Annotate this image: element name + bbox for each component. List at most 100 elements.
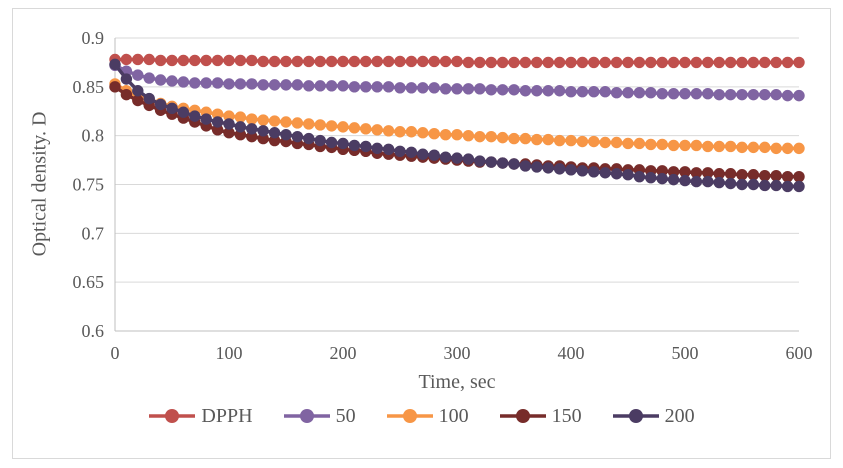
data-point — [417, 148, 429, 160]
data-point — [793, 170, 805, 183]
data-point — [405, 146, 418, 158]
data-point — [257, 114, 269, 126]
data-point — [599, 167, 611, 179]
data-point — [246, 54, 258, 67]
data-point — [451, 83, 463, 95]
legend-label: DPPH — [201, 405, 253, 427]
data-point — [325, 55, 338, 68]
data-point — [405, 55, 418, 68]
data-point — [474, 83, 486, 95]
data-point — [599, 56, 611, 69]
data-point — [519, 85, 532, 97]
data-point — [371, 81, 383, 93]
legend-label: 200 — [664, 405, 695, 427]
data-point — [132, 94, 144, 107]
data-point — [736, 141, 748, 154]
data-point — [474, 130, 486, 143]
y-tick-label: 0.85 — [73, 77, 105, 97]
data-point — [439, 55, 452, 68]
data-point — [713, 168, 725, 180]
data-point — [189, 110, 201, 122]
data-point — [348, 122, 361, 134]
data-point — [428, 55, 440, 68]
data-point — [428, 128, 440, 140]
data-point — [531, 85, 543, 97]
x-tick-label: 600 — [786, 343, 813, 363]
data-point — [656, 138, 668, 151]
data-point — [439, 83, 452, 95]
data-point — [200, 113, 212, 125]
data-point — [622, 169, 634, 181]
data-point — [553, 134, 566, 147]
data-point — [679, 87, 691, 100]
data-point — [759, 170, 771, 182]
data-point — [599, 86, 611, 98]
data-point — [120, 53, 133, 66]
data-point — [348, 55, 361, 68]
data-point — [702, 167, 714, 179]
data-point — [519, 56, 532, 69]
data-point — [257, 55, 269, 68]
data-point — [781, 142, 794, 155]
data-point — [417, 127, 429, 139]
x-tick-label: 400 — [558, 343, 585, 363]
data-point — [371, 124, 383, 136]
data-point — [724, 168, 737, 180]
data-point — [166, 54, 178, 67]
data-point — [234, 78, 247, 90]
data-point — [223, 118, 235, 130]
x-tick-label: 100 — [216, 343, 243, 363]
data-point — [405, 82, 418, 94]
data-point — [759, 141, 771, 154]
data-point — [793, 89, 805, 102]
data-point — [257, 125, 269, 137]
legend-item-50: 50 — [283, 406, 356, 426]
data-point — [667, 56, 680, 69]
data-point — [223, 127, 235, 139]
data-point — [382, 143, 395, 156]
data-point — [656, 87, 668, 100]
data-point — [348, 139, 361, 152]
data-point — [325, 120, 338, 132]
data-point — [360, 55, 372, 68]
x-tick-label: 200 — [330, 343, 357, 363]
x-axis-title: Time, sec — [418, 371, 496, 393]
legend-marker-icon — [612, 409, 659, 423]
data-point — [747, 169, 760, 181]
data-point — [588, 56, 600, 69]
data-point — [656, 172, 668, 185]
data-point — [770, 88, 782, 101]
data-point — [770, 179, 782, 192]
data-point — [553, 56, 566, 69]
data-point — [223, 54, 235, 67]
data-point — [531, 56, 543, 69]
data-point — [724, 177, 737, 190]
data-point — [132, 53, 144, 66]
data-point — [474, 155, 486, 167]
data-point — [462, 129, 475, 142]
data-point — [553, 85, 566, 97]
data-point — [781, 170, 794, 183]
y-axis-title: Optical density. D — [28, 111, 51, 257]
legend-label: 50 — [335, 405, 356, 427]
data-point — [542, 133, 554, 146]
data-point — [417, 55, 429, 68]
data-point — [451, 128, 463, 141]
data-point — [462, 153, 475, 165]
data-point — [531, 161, 543, 173]
data-point — [428, 82, 440, 94]
data-point — [485, 84, 497, 96]
data-point — [713, 88, 725, 101]
data-point — [280, 55, 292, 68]
data-point — [291, 117, 304, 129]
data-point — [189, 54, 201, 67]
data-point — [200, 77, 212, 89]
data-point — [394, 55, 406, 68]
data-point — [337, 80, 349, 92]
y-tick-label: 0.8 — [82, 126, 105, 146]
data-point — [793, 142, 805, 155]
legend-marker-icon — [499, 409, 546, 423]
data-point — [724, 88, 737, 101]
data-point — [645, 56, 657, 69]
